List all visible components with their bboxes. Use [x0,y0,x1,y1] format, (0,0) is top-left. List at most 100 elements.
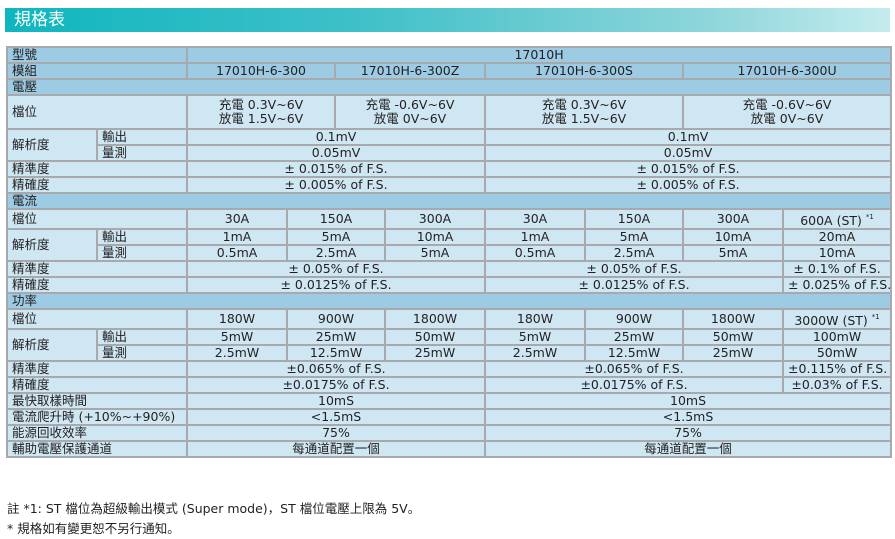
page-title: 規格表 [14,10,65,30]
row-label: 精準度 [5,360,189,378]
current-rise-time-row: 電流爬升時 (+10%~+90%) <1.5mS <1.5mS [5,408,893,426]
value-cell: 900W [584,308,685,330]
value-cell: 1mA [484,228,587,246]
value-cell: 100mW [782,328,893,346]
voltage-measure-res-row: 量測 0.05mV 0.05mV [7,144,893,162]
module-cell: 17010H-6-300U [682,62,893,80]
value-cell: <1.5mS [484,408,893,426]
value-cell: ± 0.025% of F.S. [782,276,893,294]
disclaimer: * 規格如有變更恕不另行通知。 [7,521,180,536]
value-cell: 1800W [682,308,785,330]
power-output-res-row: 解析度 輸出 5mW 25mW 50mW 5mW 25mW 50mW 100mW [6,328,893,362]
voltage-precision-row: 精確度 ± 0.005% of F.S. ± 0.005% of F.S. [5,176,893,194]
current-accuracy-row: 精準度 ± 0.05% of F.S. ± 0.05% of F.S. ± 0.… [5,260,893,278]
value-cell: ± 0.0125% of F.S. [186,276,487,294]
range-cell: 充電 -0.6V~6V 放電 0V~6V [682,94,893,130]
value-cell: ±0.03% of F.S. [782,376,893,394]
row-label: 精準度 [5,160,189,178]
voltage-range-row: 檔位 充電 0.3V~6V 放電 1.5V~6V 充電 -0.6V~6V 放電 0V… [5,94,893,130]
power-accuracy-row: 精準度 ±0.065% of F.S. ±0.065% of F.S. ±0.1… [5,360,893,378]
row-label: 型號 [5,46,189,64]
value-cell: 180W [186,308,289,330]
value-cell: 每通道配置一個 [484,440,893,458]
value-cell: 300A [384,208,487,230]
value-cell: 30A [484,208,587,230]
value-cell: 10mS [484,392,893,410]
value-cell: ± 0.015% of F.S. [484,160,893,178]
value-cell: ± 0.005% of F.S. [484,176,893,194]
voltage-accuracy-row: 精準度 ± 0.015% of F.S. ± 0.015% of F.S. [5,160,893,178]
row-label: 解析度 [6,128,98,162]
value-cell: 5mA [286,228,387,246]
value-cell: 5mA [384,244,487,262]
value-cell: 3000W (ST) *1 [782,308,893,330]
value-cell: 180W [484,308,587,330]
row-label: 解析度 [6,228,98,262]
row-label: 能源回收效率 [5,424,189,442]
current-range-row: 檔位 30A 150A 300A 30A 150A 300A 600A (ST)… [5,208,893,230]
row-label: 模組 [5,62,189,80]
value-cell: 12.5mW [584,344,685,362]
value-cell: 12.5mW [286,344,387,362]
model-value: 17010H [186,46,893,64]
value-cell: 25mW [584,328,685,346]
value-cell: 5mA [682,244,785,262]
value-cell: 0.05mV [186,144,487,162]
module-row: 模組 17010H-6-300 17010H-6-300Z 17010H-6-3… [5,62,893,80]
sub-label: 輸出 [95,328,189,346]
row-label: 檔位 [5,308,189,330]
row-label: 精確度 [5,276,189,294]
value-cell: 每通道配置一個 [186,440,487,458]
row-label: 輔助電壓保護通道 [5,440,189,458]
sub-label: 量測 [95,244,189,262]
value-cell: 30A [186,208,289,230]
row-label: 檔位 [5,208,189,230]
value-cell: ±0.065% of F.S. [186,360,487,378]
power-measure-res-row: 量測 2.5mW 12.5mW 25mW 2.5mW 12.5mW 25mW 5… [7,344,893,362]
spec-table: 型號 17010H 模組 17010H-6-300 17010H-6-300Z … [5,46,893,458]
value-cell: 50mW [782,344,893,362]
value-cell: ±0.0175% of F.S. [186,376,487,394]
energy-recovery-row: 能源回收效率 75% 75% [5,424,893,442]
model-row: 型號 17010H [5,46,893,64]
value-cell: 0.05mV [484,144,893,162]
value-cell: ± 0.015% of F.S. [186,160,487,178]
section-voltage: 電壓 [5,78,893,96]
notes: 註 *1: ST 檔位為超級輸出模式 (Super mode)，ST 檔位電壓上… [7,499,420,539]
title-banner: 規格表 [5,8,890,32]
row-label: 精確度 [5,376,189,394]
footnote-mark: *1 [865,213,874,221]
module-cell: 17010H-6-300 [186,62,337,80]
value-cell: 300A [682,208,785,230]
value-cell: ±0.115% of F.S. [782,360,893,378]
section-header: 功率 [5,292,893,310]
value-cell: ± 0.005% of F.S. [186,176,487,194]
row-label: 電流爬升時 (+10%~+90%) [5,408,189,426]
sampling-time-row: 最快取樣時間 10mS 10mS [5,392,893,410]
section-current: 電流 [5,192,893,210]
row-label: 檔位 [5,94,189,130]
current-precision-row: 精確度 ± 0.0125% of F.S. ± 0.0125% of F.S. … [5,276,893,294]
value-cell: 600A (ST) *1 [782,208,893,230]
value-cell: 50mW [682,328,785,346]
power-range-row: 檔位 180W 900W 1800W 180W 900W 1800W 3000W… [5,308,893,330]
value-cell: 2.5mA [584,244,685,262]
row-label: 最快取樣時間 [5,392,189,410]
range-cell: 充電 0.3V~6V 放電 1.5V~6V [186,94,337,130]
value-cell: 5mW [186,328,289,346]
value-cell: 5mW [484,328,587,346]
sub-label: 輸出 [95,128,189,146]
voltage-output-res-row: 解析度 輸出 0.1mV 0.1mV [6,128,893,162]
value-cell: 0.5mA [186,244,289,262]
value-cell: ± 0.05% of F.S. [186,260,487,278]
value-cell: 150A [584,208,685,230]
value-cell: 20mA [782,228,893,246]
value-cell: 75% [186,424,487,442]
value-cell: 0.1mV [186,128,487,146]
value-cell: 0.5mA [484,244,587,262]
value-cell: ±0.0175% of F.S. [484,376,785,394]
value-cell: 900W [286,308,387,330]
value-cell: 25mW [286,328,387,346]
row-label: 解析度 [6,328,98,362]
value-cell: 2.5mW [484,344,587,362]
